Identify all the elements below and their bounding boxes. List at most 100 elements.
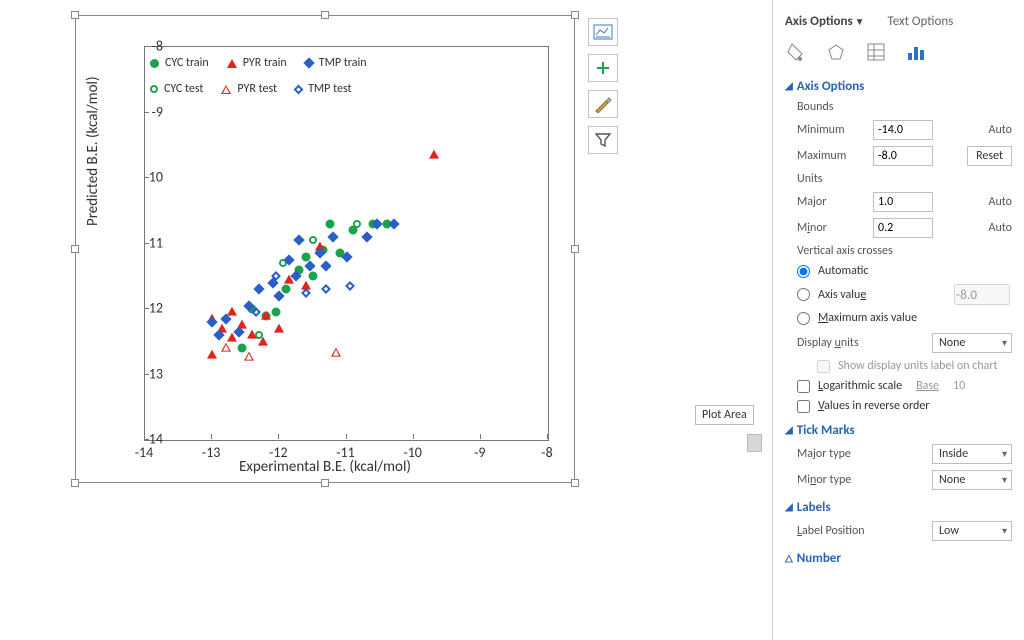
- resize-handle[interactable]: [571, 11, 579, 19]
- data-point[interactable]: [227, 307, 237, 316]
- checkbox-label: Values in reverse order: [818, 399, 929, 413]
- data-point[interactable]: [294, 235, 305, 246]
- cross-subhead: Vertical axis crosses: [797, 244, 1012, 258]
- minor-unit-auto-link[interactable]: Auto: [989, 221, 1012, 235]
- effects-icon[interactable]: [825, 41, 847, 63]
- legend-item[interactable]: TMP train: [305, 56, 367, 70]
- legend-label: TMP train: [319, 56, 367, 70]
- legend-item[interactable]: PYR train: [227, 56, 287, 70]
- max-bound-input[interactable]: [873, 146, 933, 166]
- major-unit-auto-link[interactable]: Auto: [989, 195, 1012, 209]
- data-point[interactable]: [321, 261, 332, 272]
- resize-handle[interactable]: [71, 479, 79, 487]
- chart-filters-button[interactable]: [588, 126, 618, 154]
- display-units-select[interactable]: None: [932, 333, 1012, 353]
- major-tick-type-label: Major type: [797, 447, 887, 461]
- min-bound-auto-link[interactable]: Auto: [989, 123, 1012, 137]
- chart-elements-button[interactable]: [588, 18, 618, 46]
- log-base-label: Base: [916, 379, 939, 393]
- data-point[interactable]: [321, 284, 331, 294]
- data-point[interactable]: [258, 336, 268, 345]
- resize-handle[interactable]: [571, 245, 579, 253]
- data-point[interactable]: [274, 323, 284, 332]
- radio-label: Automatic: [818, 264, 868, 278]
- radio-label: Axis value: [818, 288, 866, 302]
- legend-item[interactable]: CYC train: [150, 56, 209, 70]
- data-point[interactable]: [325, 219, 334, 228]
- data-point[interactable]: [353, 220, 361, 228]
- chart-container[interactable]: CYC train PYR train TMP train CYC test PYR t…: [75, 15, 575, 483]
- legend-label: PYR test: [237, 82, 277, 96]
- legend-item[interactable]: TMP test: [295, 82, 351, 96]
- resize-handle[interactable]: [71, 245, 79, 253]
- pane-icon-tabs: [785, 41, 1012, 63]
- chevron-down-icon: ▼: [855, 15, 865, 28]
- data-point[interactable]: [221, 343, 231, 352]
- log-scale-checkbox[interactable]: [797, 380, 810, 393]
- data-point[interactable]: [282, 285, 291, 294]
- label-position-label: Label Position: [797, 524, 897, 538]
- data-point[interactable]: [254, 284, 265, 295]
- legend-item[interactable]: CYC test: [150, 82, 203, 96]
- data-point[interactable]: [271, 308, 280, 317]
- resize-handle[interactable]: [321, 479, 329, 487]
- data-point[interactable]: [244, 352, 254, 361]
- legend-marker-icon: [221, 85, 231, 94]
- size-properties-icon[interactable]: [865, 41, 887, 63]
- legend-label: CYC test: [164, 82, 203, 96]
- max-bound-reset-button[interactable]: Reset: [967, 146, 1012, 166]
- section-title: Axis Options: [797, 79, 865, 94]
- add-chart-element-button[interactable]: [588, 54, 618, 82]
- fill-line-icon[interactable]: [785, 41, 807, 63]
- minor-unit-label: Minor: [797, 221, 873, 235]
- section-head-axis-options[interactable]: ◢Axis Options: [785, 79, 1012, 94]
- major-tick-type-select[interactable]: Inside: [932, 444, 1012, 464]
- min-bound-input[interactable]: [873, 120, 933, 140]
- checkbox-label: Show display units label on chart: [838, 359, 998, 373]
- resize-handle[interactable]: [571, 479, 579, 487]
- show-units-checkbox: [817, 360, 830, 373]
- data-point[interactable]: [304, 261, 315, 272]
- axis-options-icon[interactable]: [905, 41, 927, 63]
- section-title: Tick Marks: [797, 423, 855, 438]
- minor-unit-input[interactable]: [873, 218, 933, 238]
- x-tick-label: -8: [541, 444, 552, 461]
- cross-automatic-radio[interactable]: [797, 265, 810, 278]
- legend-marker-icon: [227, 59, 237, 68]
- min-bound-label: Minimum: [797, 123, 873, 137]
- cross-max-radio[interactable]: [797, 312, 810, 325]
- data-point[interactable]: [327, 231, 338, 242]
- data-point[interactable]: [345, 281, 355, 291]
- tab-text-options[interactable]: Text Options: [888, 14, 954, 29]
- data-point[interactable]: [207, 349, 217, 358]
- scrollbar[interactable]: [747, 434, 762, 452]
- chart-styles-button[interactable]: [588, 90, 618, 118]
- chart-legend[interactable]: CYC train PYR train TMP train CYC test PYR t…: [150, 56, 367, 108]
- data-point[interactable]: [331, 348, 341, 357]
- tab-axis-options[interactable]: Axis Options▼: [785, 14, 865, 29]
- data-point[interactable]: [361, 231, 372, 242]
- legend-marker-icon: [150, 59, 159, 68]
- data-point[interactable]: [429, 150, 439, 159]
- resize-handle[interactable]: [71, 11, 79, 19]
- max-bound-label: Maximum: [797, 149, 873, 163]
- section-head-number[interactable]: ▷Number: [785, 551, 1012, 566]
- pane-tabs: Axis Options▼ Text Options: [785, 0, 1012, 29]
- cross-axisvalue-radio[interactable]: [797, 288, 810, 301]
- section-head-tick-marks[interactable]: ◢Tick Marks: [785, 423, 1012, 438]
- section-title: Labels: [797, 500, 831, 515]
- major-unit-label: Major: [797, 195, 873, 209]
- reverse-order-checkbox[interactable]: [797, 400, 810, 413]
- resize-handle[interactable]: [321, 11, 329, 19]
- major-unit-input[interactable]: [873, 192, 933, 212]
- data-point[interactable]: [251, 307, 261, 317]
- data-point[interactable]: [308, 272, 317, 281]
- label-position-select[interactable]: Low: [932, 521, 1012, 541]
- data-point[interactable]: [261, 310, 271, 319]
- section-head-labels[interactable]: ◢Labels: [785, 500, 1012, 515]
- checkbox-label: Logarithmic scale: [818, 379, 902, 393]
- legend-item[interactable]: PYR test: [221, 82, 277, 96]
- axis-value-input: [954, 284, 1010, 305]
- minor-tick-type-select[interactable]: None: [932, 470, 1012, 490]
- data-point[interactable]: [247, 330, 257, 339]
